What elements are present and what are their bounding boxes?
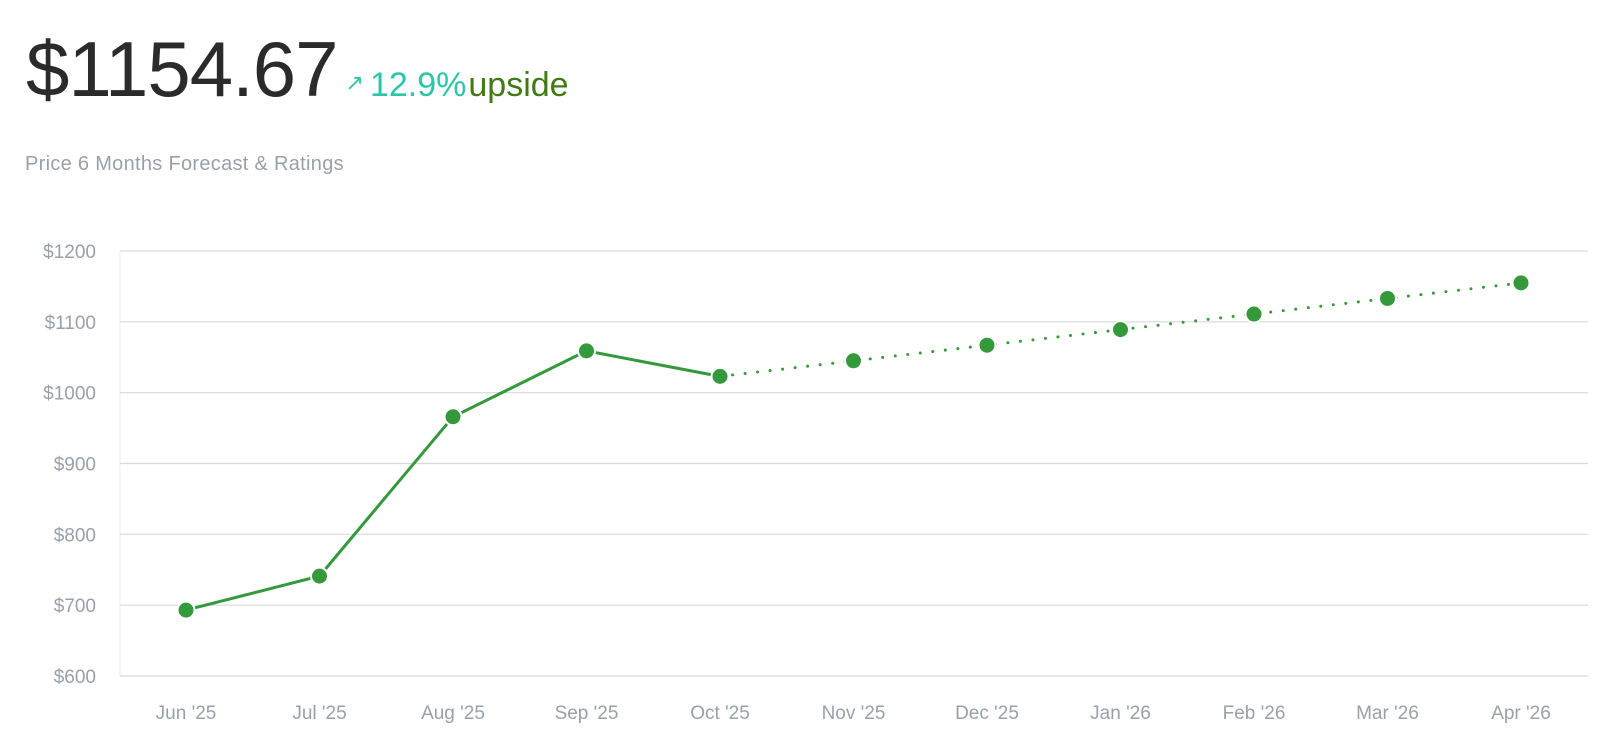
arrow-up-right-icon: ↗ <box>345 70 364 95</box>
x-tick-label: Dec '25 <box>955 703 1019 724</box>
chart-subtitle: Price 6 Months Forecast & Ratings <box>25 153 344 175</box>
series-layer <box>184 281 1523 612</box>
x-tick-label: Jan '26 <box>1090 703 1151 724</box>
x-tick-label: Jul '25 <box>292 703 346 724</box>
y-tick-label: $1000 <box>43 384 96 405</box>
y-axis: $600 $700 $800 $900 $1000 $1100 $1200 <box>43 242 96 688</box>
data-point[interactable] <box>710 366 730 386</box>
y-tick-label: $600 <box>54 667 96 688</box>
data-point[interactable] <box>577 341 596 361</box>
history-line <box>184 349 722 612</box>
data-point[interactable] <box>310 566 329 586</box>
y-tick-label: $700 <box>54 596 96 617</box>
x-tick-label: Mar '26 <box>1356 703 1419 724</box>
y-tick-label: $1200 <box>43 242 96 263</box>
y-tick-label: $800 <box>54 525 96 546</box>
x-tick-label: Oct '25 <box>690 703 750 724</box>
x-tick-label: Aug '25 <box>421 703 485 724</box>
grid-layer <box>119 250 1588 677</box>
data-point[interactable] <box>443 407 463 427</box>
data-point[interactable] <box>1111 320 1130 340</box>
x-tick-label: Feb '26 <box>1223 703 1286 724</box>
upside-percent: 12.9% <box>369 66 467 104</box>
current-price: $1154.67 <box>26 25 339 113</box>
upside-label: upside <box>468 66 569 104</box>
y-tick-label: $1100 <box>45 313 96 334</box>
points-layer <box>176 273 1531 620</box>
x-tick-label: Apr '26 <box>1491 703 1551 724</box>
data-point[interactable] <box>1378 288 1397 308</box>
y-tick-label: $900 <box>54 455 96 476</box>
data-point[interactable] <box>977 335 997 355</box>
data-point[interactable] <box>1244 304 1264 324</box>
price-header: $1154.67 ↗ 12.9% upside <box>26 30 569 108</box>
x-tick-label: Sep '25 <box>555 703 619 724</box>
data-point[interactable] <box>176 600 196 620</box>
x-axis: Jun '25 Jul '25 Aug '25 Sep '25 Oct '25 Nov '… <box>156 703 1551 724</box>
data-point[interactable] <box>1511 273 1531 293</box>
data-point[interactable] <box>844 351 863 371</box>
x-tick-label: Jun '25 <box>156 703 217 724</box>
x-tick-label: Nov '25 <box>822 703 886 724</box>
